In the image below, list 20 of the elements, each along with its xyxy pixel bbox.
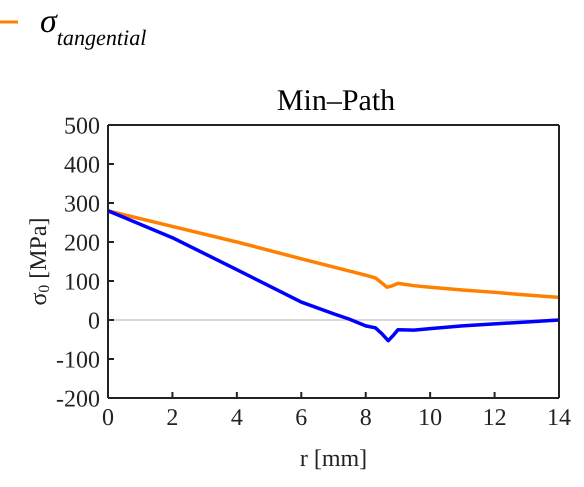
legend-label: σ$_{tangential}$	[40, 3, 146, 50]
x-tick-label: 4	[230, 405, 243, 432]
x-tick-label: 2	[166, 405, 178, 432]
y-tick-label: 300	[64, 192, 100, 218]
y-tick-label: -100	[56, 348, 100, 374]
y-tick-label: 400	[64, 152, 100, 179]
line-series	[108, 209, 559, 342]
x-tick-label: 8	[360, 405, 372, 432]
y-tick-label: -200	[56, 386, 100, 413]
x-tick-label: 12	[482, 405, 507, 432]
x-axis-title: r [mm]	[300, 446, 368, 472]
chart-title: Min–Path	[276, 84, 396, 117]
line-series	[108, 209, 559, 300]
x-tick-label: 6	[295, 405, 308, 432]
y-tick-label: 500	[64, 114, 100, 140]
y-tick-label: 100	[64, 270, 100, 296]
x-tick-label: 14	[547, 405, 571, 432]
y-tick-label: 200	[64, 230, 100, 257]
x-tick-label: 10	[418, 405, 442, 432]
y-tick-label: 0	[88, 308, 100, 335]
